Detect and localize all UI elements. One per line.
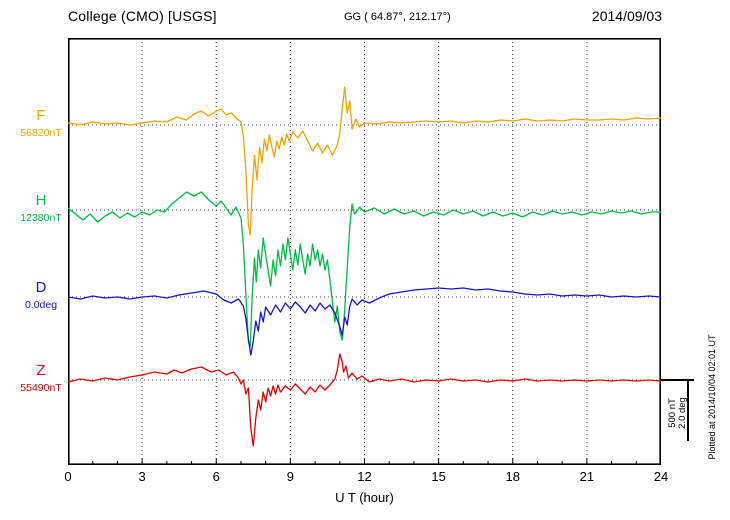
trace-baseline-value-h: 12380nT: [20, 212, 62, 224]
x-tick-label: 21: [579, 469, 595, 484]
trace-label-h: H: [35, 192, 47, 209]
x-axis-label: U T (hour): [335, 490, 394, 505]
x-tick-label: 3: [138, 469, 146, 484]
x-tick-label: 6: [212, 469, 220, 484]
x-tick-label: 0: [64, 469, 72, 484]
scale-bar-vertical-line: [687, 379, 689, 441]
trace-label-d: D: [35, 279, 47, 296]
scale-bar-horizontal-line: [661, 379, 694, 381]
x-tick-label: 9: [286, 469, 294, 484]
x-tick-label: 24: [653, 469, 669, 484]
x-tick-label: 12: [357, 469, 372, 484]
station-title: College (CMO) [USGS]: [68, 8, 217, 24]
x-tick-label: 15: [431, 469, 446, 484]
scale-bar-deg-label: 2.0 deg: [677, 397, 688, 429]
trace-label-f: F: [36, 107, 46, 124]
trace-baseline-value-d: 0.0deg: [24, 299, 58, 311]
x-axis-tick-labels: 0 3 6 9 12 15 18 21 24: [64, 469, 668, 485]
trace-baseline-value-z: 55490nT: [20, 382, 62, 394]
x-tick-label: 18: [505, 469, 520, 484]
plotted-at-note: Plotted at 2014/10/04 02:01 UT: [707, 334, 717, 460]
trace-label-z: Z: [36, 362, 46, 379]
magnetogram-plot: [68, 38, 661, 465]
plot-date: 2014/09/03: [591, 8, 662, 24]
geographic-coordinates: GG ( 64.87°, 212.17°): [344, 11, 451, 23]
trace-baseline-value-f: 56820nT: [20, 127, 62, 139]
